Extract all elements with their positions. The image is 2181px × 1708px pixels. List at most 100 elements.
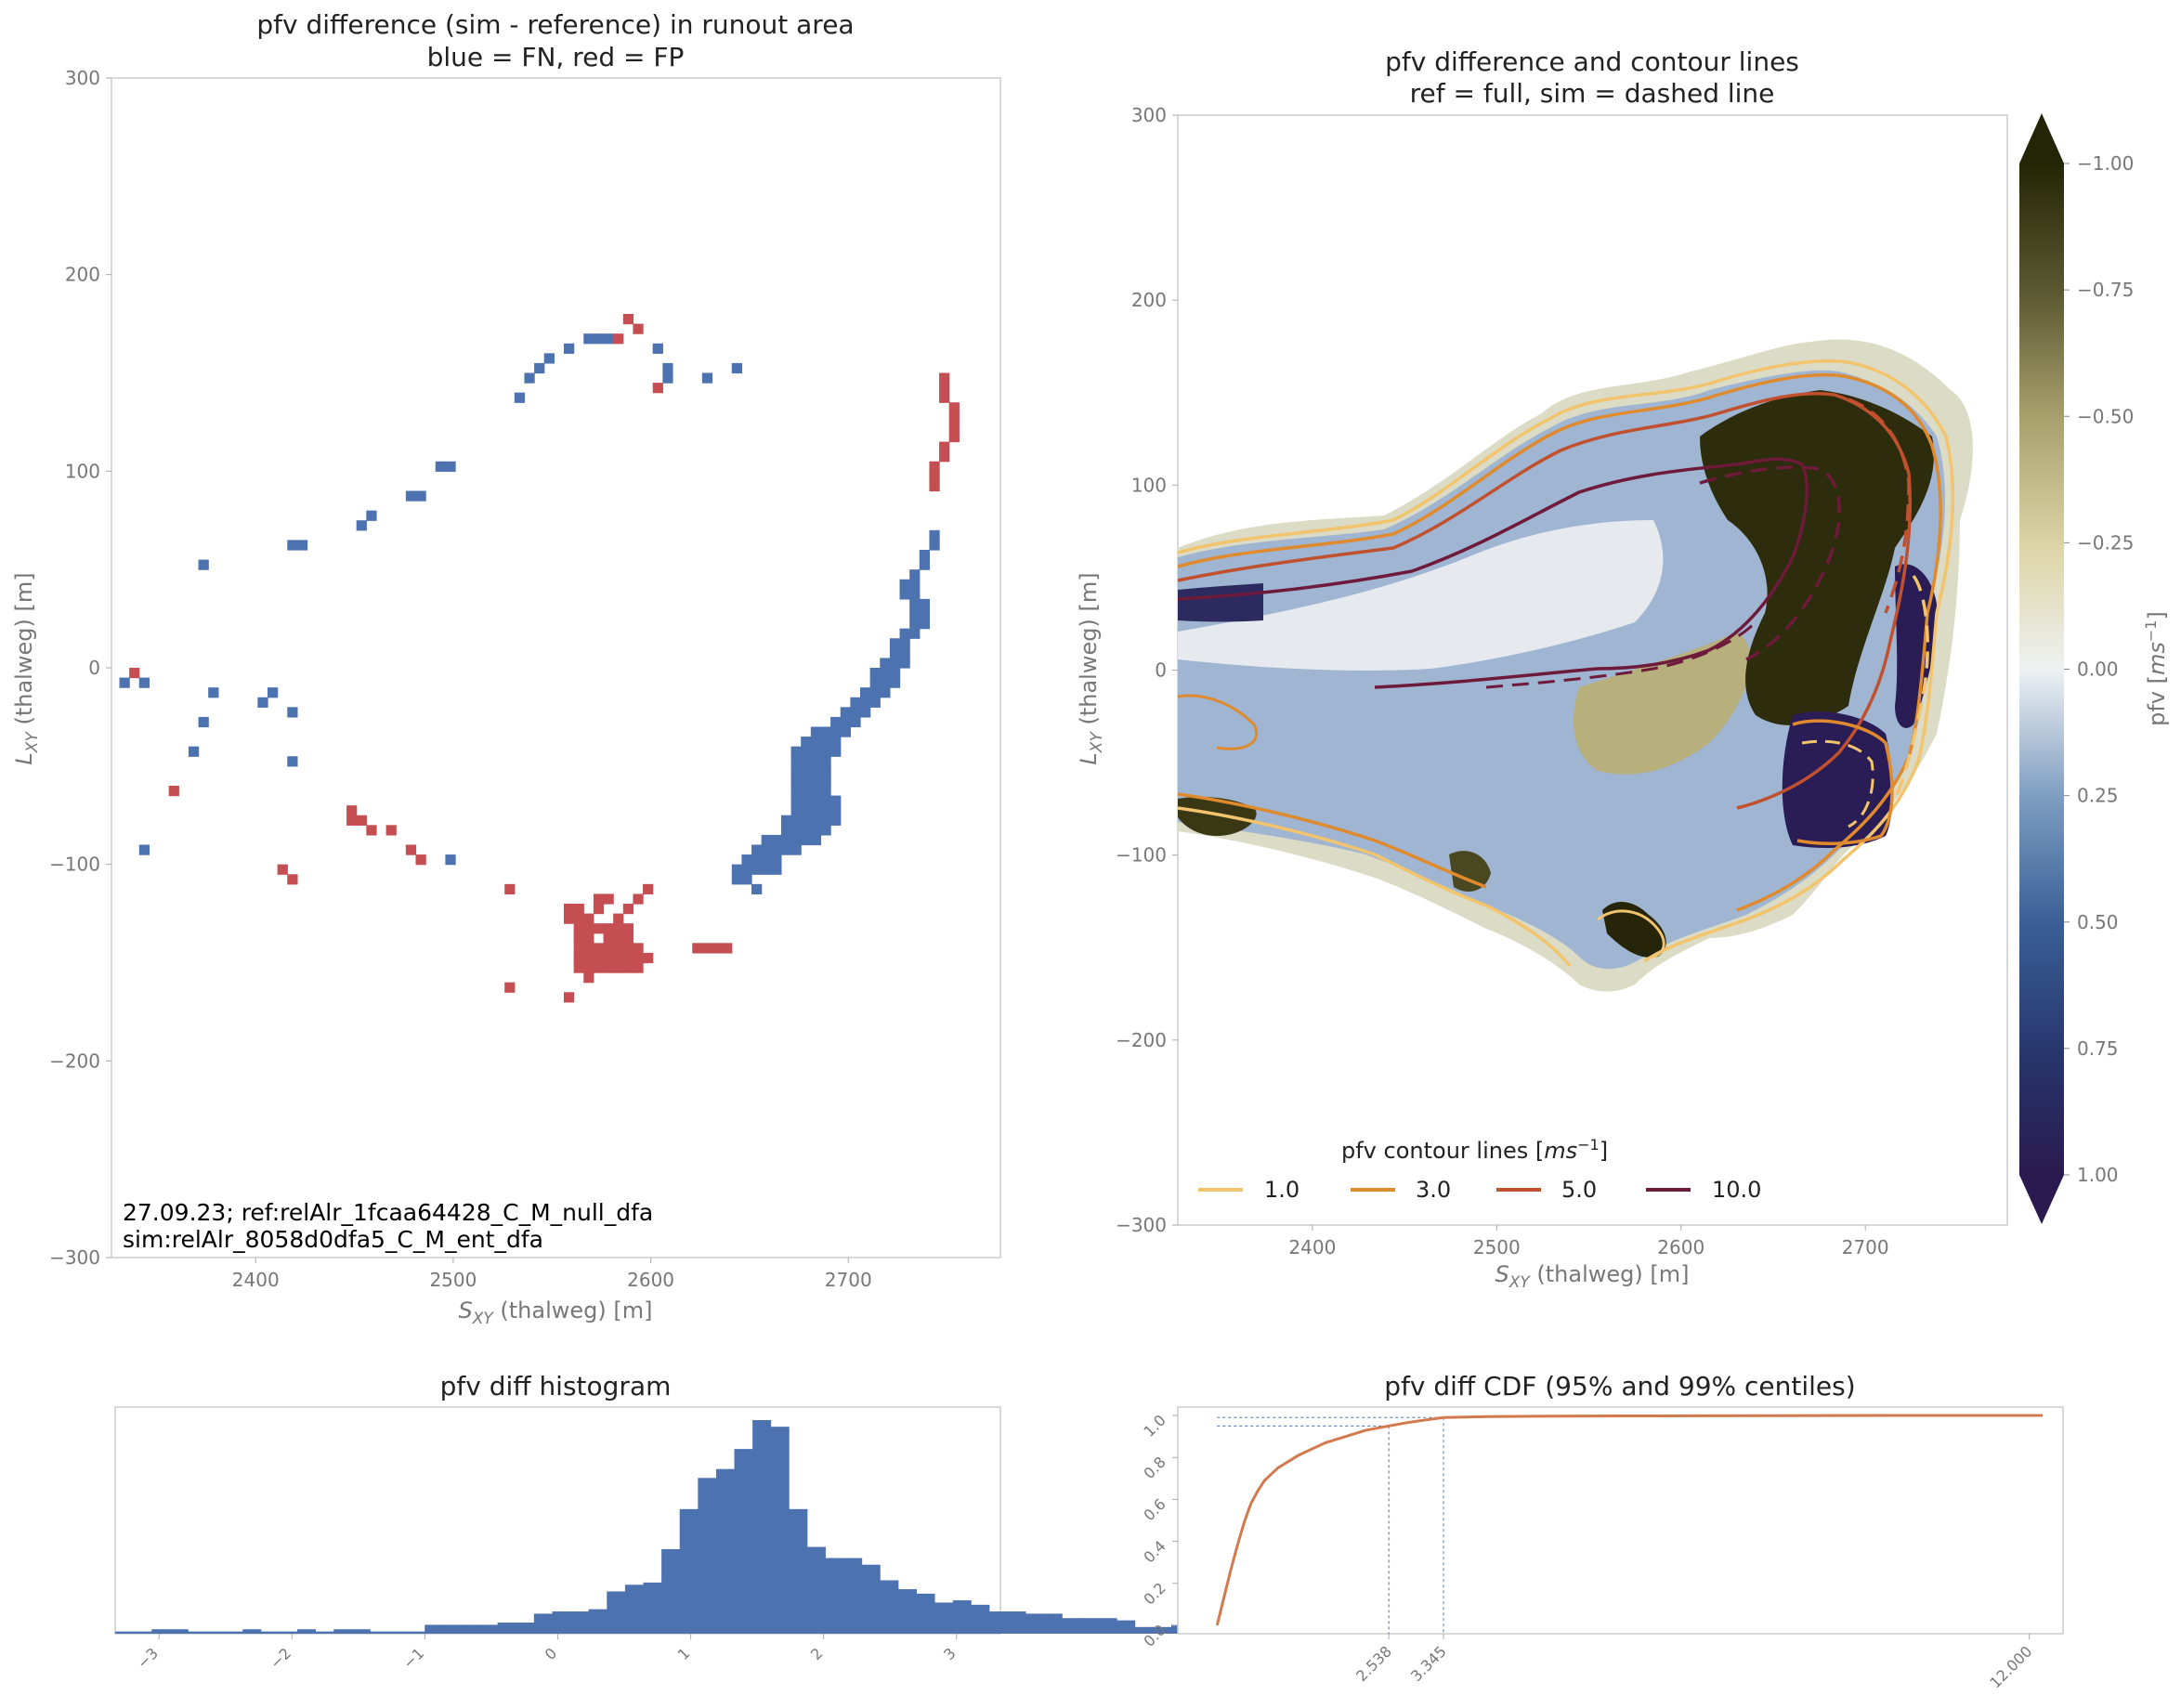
fn-cell [761,854,772,866]
fp-cell [622,932,634,944]
contour-ref-10 [1178,457,1809,689]
fn-cell [909,619,921,630]
diff-map-title-line1: pfv difference (sim - reference) in runo… [256,9,854,40]
histogram-bar [461,1624,480,1634]
fn-cell [198,716,209,728]
fn-cell [780,834,792,846]
fn-cell [810,795,822,806]
fp-cell [504,883,516,895]
fn-cell [268,687,279,698]
fp-cell [948,411,960,424]
fp-cell [603,932,614,944]
fn-cell [830,716,842,728]
fn-cell [909,579,921,590]
fn-cell [790,746,802,757]
histogram-bar [351,1629,371,1634]
histogram-bar [770,1427,790,1634]
contour-ref-1 [1178,359,1955,963]
contour-ref-1-blob [1597,909,1665,958]
contour-map-xlabel: SXY (thalweg) [m] [1495,1261,1690,1292]
fp-cell [583,913,594,924]
cdf-xtick-label: 12.000 [1986,1642,2035,1691]
contour-map-panel: pfv difference and contour lines ref = f… [1076,46,2170,1292]
cdf-title: pfv diff CDF (95% and 99% centiles) [1384,1371,1855,1402]
fn-cell [830,737,842,748]
fp-cell [929,471,940,482]
contour-map-ytick-label: 100 [1131,474,1167,496]
histogram-bar [916,1593,935,1634]
fn-cell [810,834,822,846]
fn-cell [771,864,782,875]
fn-cell [771,834,782,846]
fp-cell [939,451,950,463]
contour-map-title-line2: ref = full, sim = dashed line [1410,78,1775,109]
colorbar-tick-label: −0.75 [2077,279,2134,301]
fn-cell [188,746,200,757]
fp-cell [583,952,594,964]
fp-cell [593,923,605,934]
fp-cell [948,422,960,433]
histogram-bar [388,1631,408,1634]
fp-cell [613,943,624,954]
fp-cell [415,854,426,866]
fn-cell [899,579,910,590]
fn-cell [751,844,763,855]
contour-map-ytick-label: −300 [1116,1214,1167,1236]
fp-cell [712,943,723,954]
fn-cell [899,647,910,659]
diff-map-ytick-label: −100 [49,854,100,876]
fp-cell [573,962,584,973]
fp-cell [346,805,358,816]
fp-cell [573,952,584,964]
contour-map-ylabel: LXY (thalweg) [m] [1076,572,1106,764]
dark-blob-left [1178,797,1257,836]
colorbar-tick-label: −1.00 [2077,152,2134,175]
fp-cell [622,952,634,964]
diff-map-ytick-label: 100 [65,460,100,482]
fn-cell [780,844,792,855]
diff-map-panel: pfv difference (sim - reference) in runo… [11,9,1001,1328]
fp-cell [643,883,654,895]
fn-cell [880,677,891,688]
histogram-bar [661,1548,681,1634]
fp-cell [939,383,950,394]
colorbar-tick-label: 0.50 [2077,911,2119,933]
fn-cell [751,864,763,875]
fp-cell [573,932,584,944]
fp-cell [633,893,644,905]
fn-cell [751,854,763,866]
dark-purple-strip [1895,564,1937,728]
dark-blue-strip [1178,583,1263,622]
fn-cell [899,658,910,669]
fn-cell [909,598,921,610]
fp-cell [603,923,614,934]
cdf-ytick-label: 0.6 [1140,1495,1169,1524]
cdf-xtick-label: 2.538 [1352,1642,1395,1685]
fp-cell [622,923,634,934]
fn-cell [801,805,812,816]
histogram-bar [533,1613,553,1634]
colorbar-tick-label: 0.00 [2077,658,2119,681]
fp-cell [633,323,644,334]
histogram-bar [698,1478,717,1634]
diff-map-title-line2: blue = FN, red = FP [427,42,685,72]
fn-cell [860,707,871,718]
cdf-ytick-label: 0.8 [1140,1454,1169,1482]
fn-cell [820,737,831,748]
fn-cell [790,756,802,767]
histogram-bar [115,1631,135,1634]
diff-map-ticks: 2400 2500 2600 2700 300 200 100 0 −100 −200 −300 [49,67,872,1291]
histogram-bar [169,1629,189,1634]
histogram-bar [1153,1626,1172,1634]
fp-cell [613,333,624,345]
contour-ref-3-left [1178,694,1258,750]
histogram-bar [279,1631,298,1634]
fp-cell [939,392,950,403]
fn-cell [780,815,792,826]
contour-sim-5 [1848,398,1911,614]
fp-cell [701,943,713,954]
contour-map-ytick-label: 0 [1155,659,1167,682]
fn-cell [850,707,861,718]
fn-cell [790,776,802,787]
